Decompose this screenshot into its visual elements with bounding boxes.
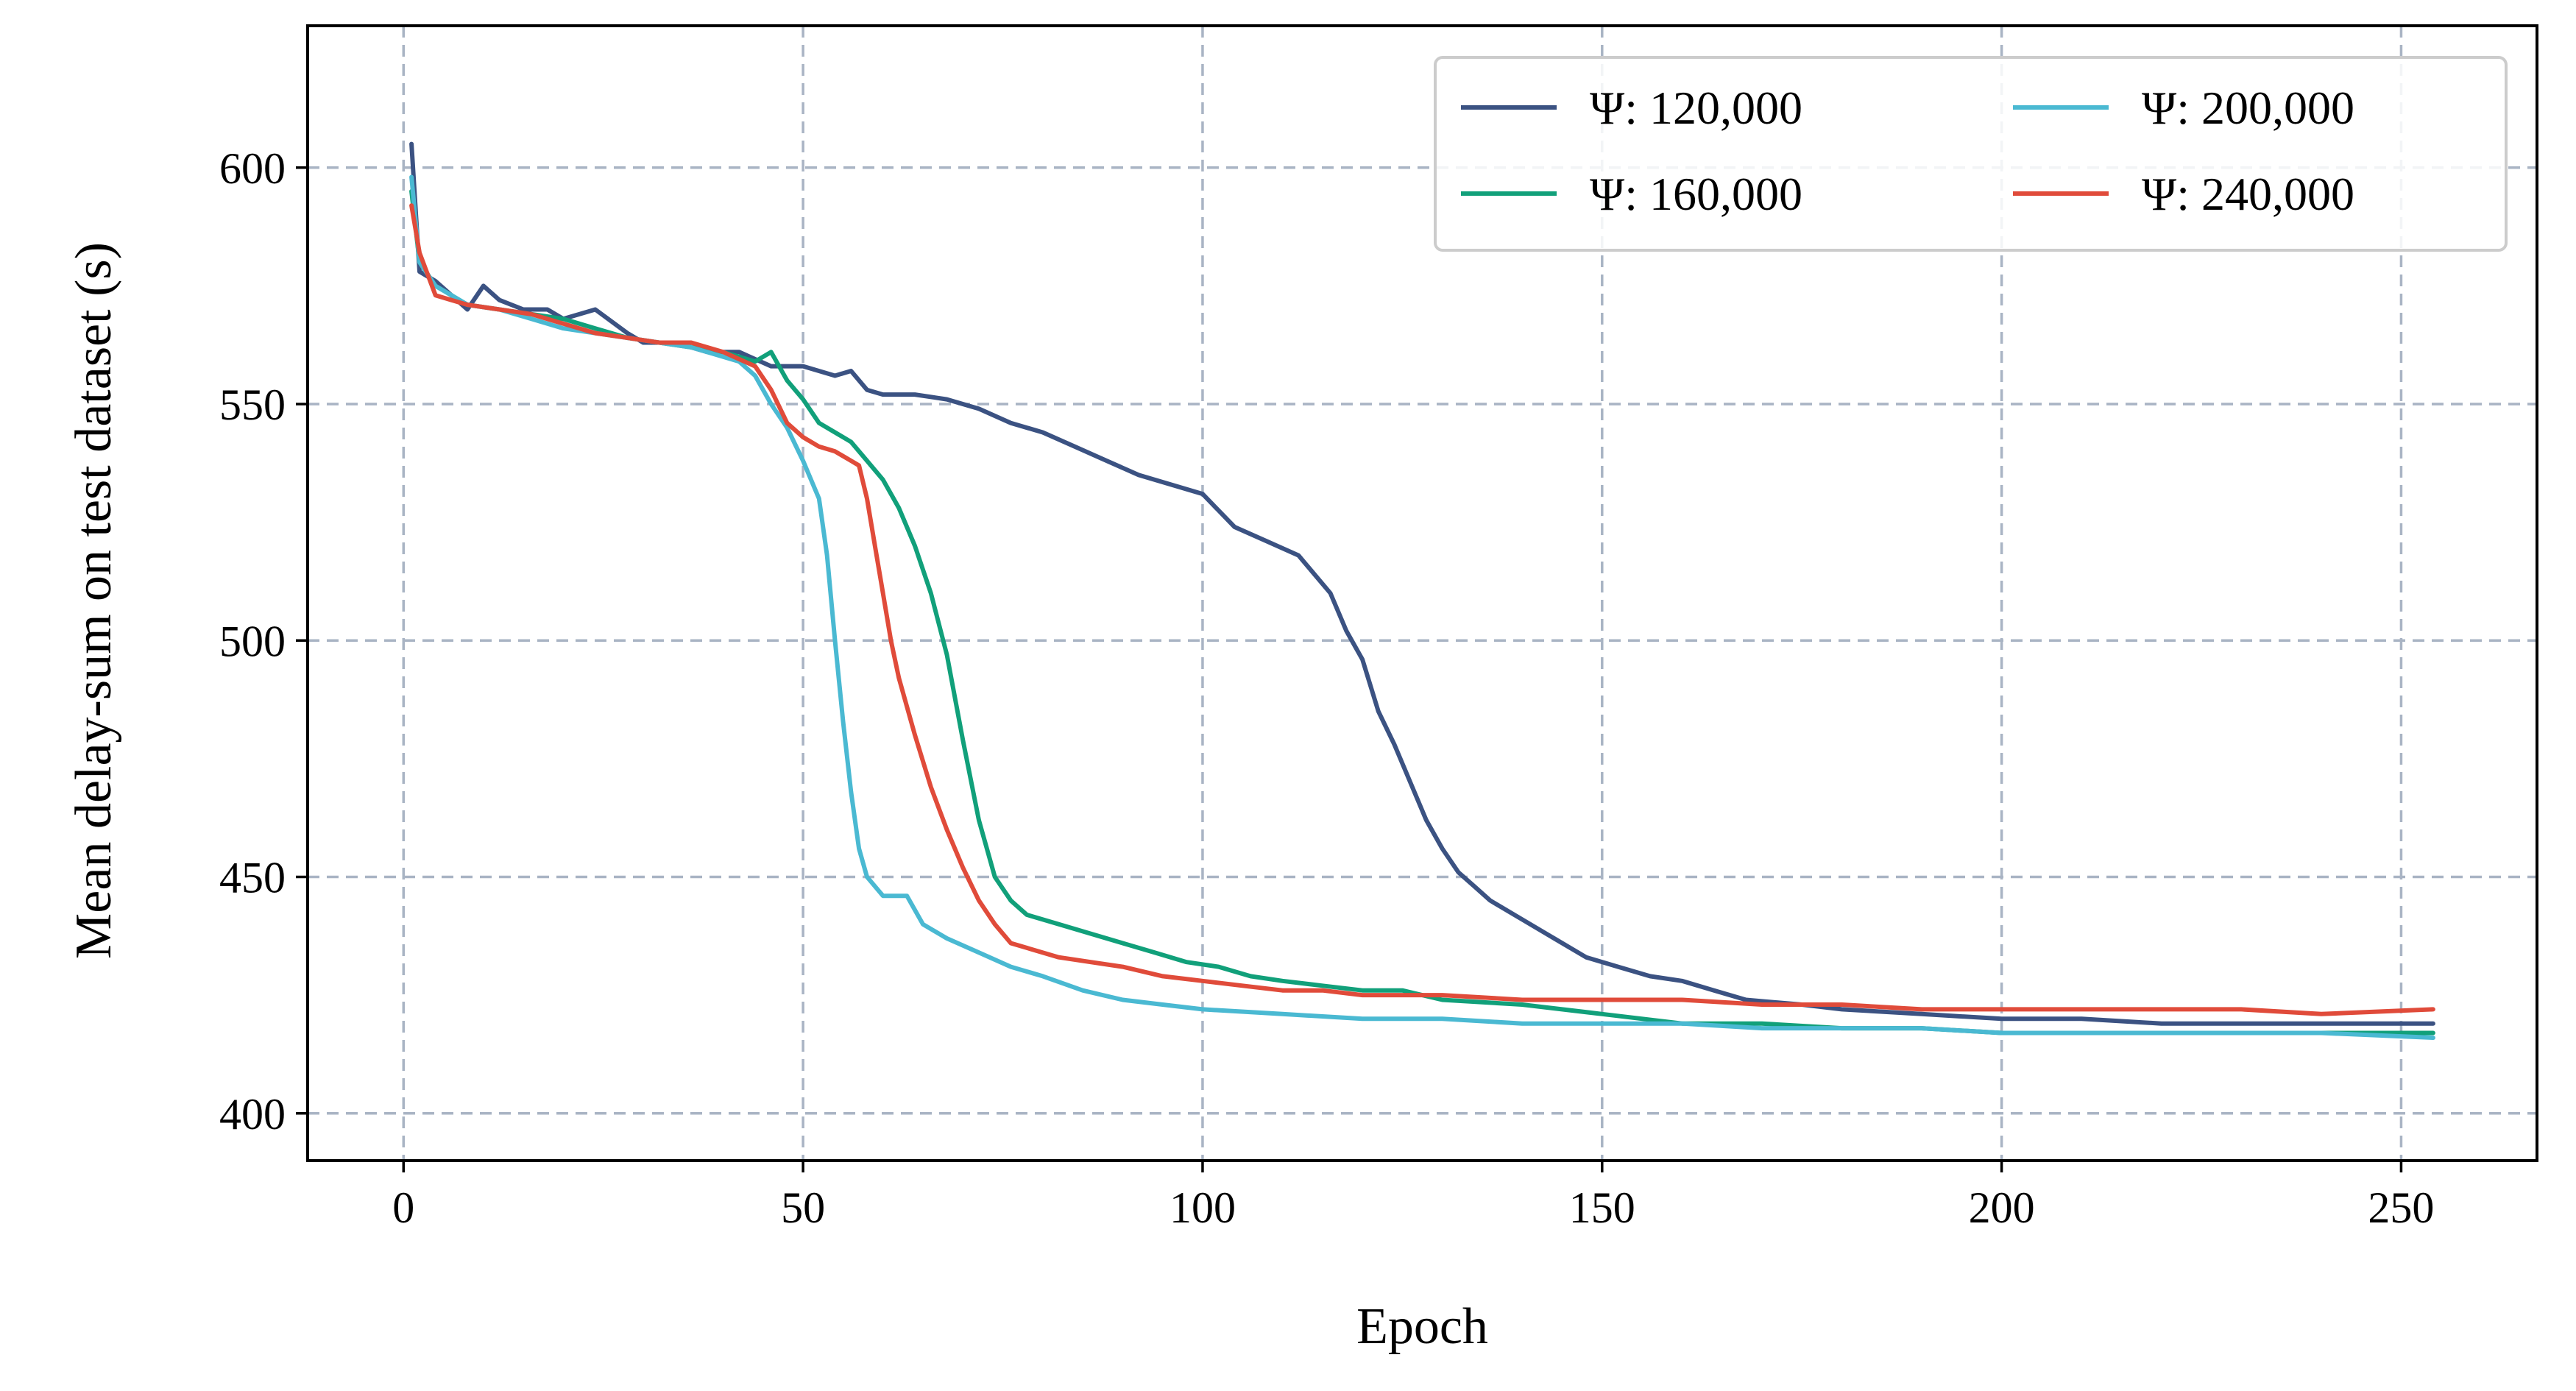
series-lines: [409, 141, 2435, 1040]
y-tick-label: 400: [219, 1090, 286, 1139]
x-tick-label: 200: [1969, 1183, 2035, 1232]
legend-label-4: Ψ: 240,000: [2142, 168, 2354, 220]
plot-frame: [306, 24, 2538, 1162]
y-tick-label: 550: [219, 381, 286, 429]
legend-label-1: Ψ: 120,000: [1590, 82, 1802, 134]
y-axis-title: Mean delay-sum on test dataset (s): [66, 242, 122, 959]
x-tick-label: 50: [781, 1183, 825, 1232]
legend: Ψ: 120,000 Ψ: 160,000 Ψ: 200,000 Ψ: 240,000: [1434, 56, 2508, 252]
x-tick-label: 100: [1170, 1183, 1236, 1232]
series-line-1: [409, 141, 2435, 1026]
x-tick-label: 250: [2368, 1183, 2434, 1232]
legend-label-2: Ψ: 160,000: [1590, 168, 1802, 220]
series-line-4: [409, 203, 2435, 1016]
y-tick-label: 450: [219, 854, 286, 902]
y-tick-label: 500: [219, 617, 286, 665]
legend-box: [1434, 56, 2508, 252]
x-axis-title: Epoch: [1356, 1298, 1488, 1355]
y-tick-label: 600: [219, 144, 286, 193]
x-tick-label: 0: [392, 1183, 414, 1232]
x-tick-label: 150: [1569, 1183, 1635, 1232]
legend-label-3: Ψ: 200,000: [2142, 82, 2354, 134]
axis-ticks: 0 50 100 150 200 250 400 450 500 550 600: [219, 144, 2434, 1232]
